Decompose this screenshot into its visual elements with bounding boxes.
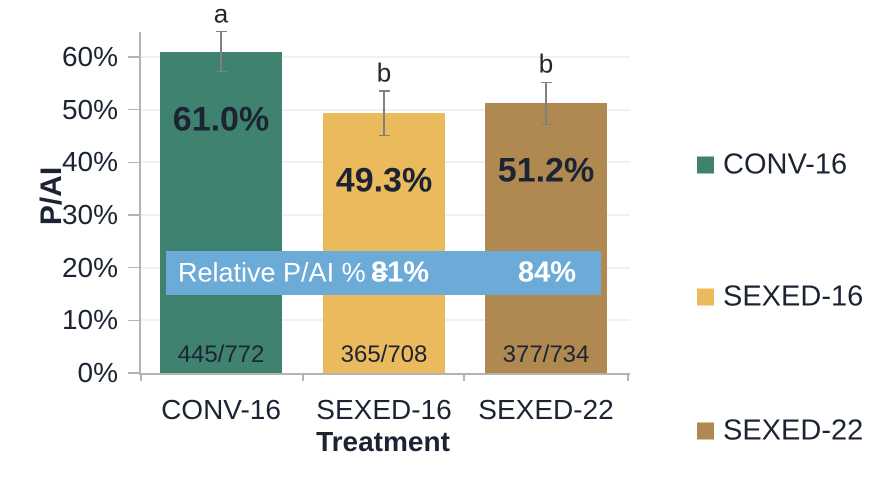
y-tick-label: 50% <box>61 93 118 125</box>
legend-label: SEXED-22 <box>723 414 864 447</box>
legend-item-sexed-22: SEXED-22 <box>697 415 863 448</box>
error-bar-cap <box>540 81 552 84</box>
x-tick-mark <box>140 373 142 381</box>
bar-value-label: 49.3% <box>335 161 433 200</box>
significance-letter: b <box>376 57 392 88</box>
y-tick-label: 20% <box>61 251 118 283</box>
legend-label: SEXED-16 <box>723 280 864 313</box>
x-tick-mark <box>302 373 304 381</box>
significance-letter: a <box>213 0 229 29</box>
error-bar-cap <box>378 90 390 92</box>
legend-item-conv-16: CONV-16 <box>697 149 847 182</box>
y-axis-line <box>139 32 141 374</box>
bar-fraction-label: 445/772 <box>177 341 265 368</box>
y-tick-mark <box>128 56 139 58</box>
y-tick-label: 10% <box>61 304 118 336</box>
error-bar-cap <box>215 70 227 73</box>
error-bar <box>383 91 385 136</box>
y-tick-mark <box>128 161 139 164</box>
x-tick-label: CONV-16 <box>161 394 281 425</box>
error-bar <box>220 31 222 72</box>
bar-value-label: 51.2% <box>497 151 595 190</box>
x-tick-mark <box>627 373 629 381</box>
error-bar-cap <box>378 134 390 137</box>
legend-swatch <box>697 288 714 306</box>
y-tick-mark <box>128 319 139 322</box>
significance-letter: b <box>538 48 554 79</box>
bar-value-label: 61.0% <box>172 100 270 139</box>
y-tick-label: 60% <box>61 41 118 72</box>
legend-label: CONV-16 <box>723 148 848 181</box>
relative-pai-banner: Relative P/AI % = 81% 84% <box>166 251 601 295</box>
legend-swatch <box>697 422 714 440</box>
error-bar-cap <box>540 123 552 126</box>
bar-sexed-22 <box>485 103 607 373</box>
bar-sexed-16 <box>323 113 445 373</box>
legend-item-sexed-16: SEXED-16 <box>697 281 863 314</box>
error-bar <box>545 82 547 125</box>
bar-fraction-label: 365/708 <box>340 341 428 368</box>
bar-fraction-label: 377/734 <box>502 341 590 368</box>
x-tick-label: SEXED-22 <box>478 394 614 425</box>
x-axis-line <box>139 373 630 375</box>
y-tick-mark <box>128 372 139 374</box>
y-tick-mark <box>128 266 139 269</box>
banner-label: Relative P/AI % = <box>178 257 389 288</box>
gridline <box>139 56 630 58</box>
error-bar-cap <box>215 30 227 33</box>
y-tick-mark <box>128 108 139 111</box>
y-tick-label: 40% <box>61 146 118 178</box>
y-axis-title: P/AI <box>35 166 68 226</box>
x-tick-mark <box>463 373 465 381</box>
y-tick-mark <box>128 214 139 216</box>
banner-value: 81% <box>370 256 430 289</box>
x-axis-title: Treatment <box>316 426 450 457</box>
x-tick-label: SEXED-16 <box>316 394 452 425</box>
bar-conv-16 <box>160 51 282 373</box>
banner-value: 84% <box>517 256 577 289</box>
y-tick-label: 0% <box>77 357 118 388</box>
y-tick-label: 30% <box>61 199 118 230</box>
legend-swatch <box>697 156 714 174</box>
